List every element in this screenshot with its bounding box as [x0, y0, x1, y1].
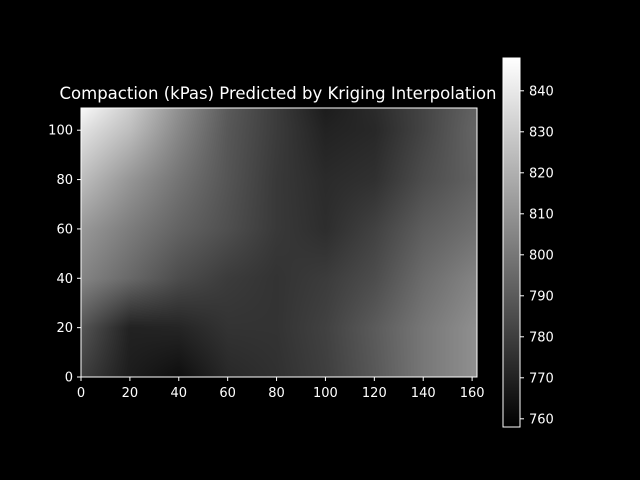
- colorbar-tick-label: 820: [529, 166, 554, 181]
- colorbar-frame: [502, 57, 521, 428]
- colorbar-tick-label: 760: [529, 412, 554, 427]
- colorbar-tick-label: 770: [529, 371, 554, 386]
- x-tick-label: 120: [362, 386, 387, 401]
- colorbar-fill: [503, 58, 520, 427]
- y-tick-label: 0: [65, 371, 73, 386]
- x-tick-label: 140: [411, 386, 436, 401]
- plot-frame: [80, 107, 478, 378]
- x-tick-label: 0: [77, 386, 85, 401]
- y-tick-label: 60: [56, 222, 73, 237]
- heatmap-image-container: [81, 108, 477, 377]
- heatmap-image: [81, 108, 477, 377]
- colorbar-tick-label: 840: [529, 84, 554, 99]
- y-axis: 0 20 40 60 80 100: [48, 124, 81, 386]
- colorbar: 760 770 780 790 800 810 820 830 840: [502, 57, 554, 428]
- x-tick-label: 40: [171, 386, 188, 401]
- x-tick-label: 20: [122, 386, 139, 401]
- plot-area: [80, 107, 478, 378]
- chart-title: Compaction (kPas) Predicted by Kriging I…: [60, 84, 497, 103]
- colorbar-tick-label: 810: [529, 207, 554, 222]
- y-tick-label: 100: [48, 124, 73, 139]
- colorbar-tick-label: 780: [529, 330, 554, 345]
- x-tick-label: 100: [313, 386, 338, 401]
- x-tick-label: 80: [268, 386, 285, 401]
- x-tick-label: 160: [460, 386, 485, 401]
- y-tick-label: 40: [56, 272, 73, 287]
- x-tick-label: 60: [219, 386, 236, 401]
- y-tick-label: 80: [56, 173, 73, 188]
- colorbar-tick-label: 830: [529, 125, 554, 140]
- colorbar-tick-label: 790: [529, 289, 554, 304]
- y-tick-label: 20: [56, 321, 73, 336]
- colorbar-ticks: 760 770 780 790 800 810 820 830 840: [520, 84, 554, 427]
- colorbar-tick-label: 800: [529, 248, 554, 263]
- x-axis: 0 20 40 60 80 100 120 140 160: [77, 377, 485, 401]
